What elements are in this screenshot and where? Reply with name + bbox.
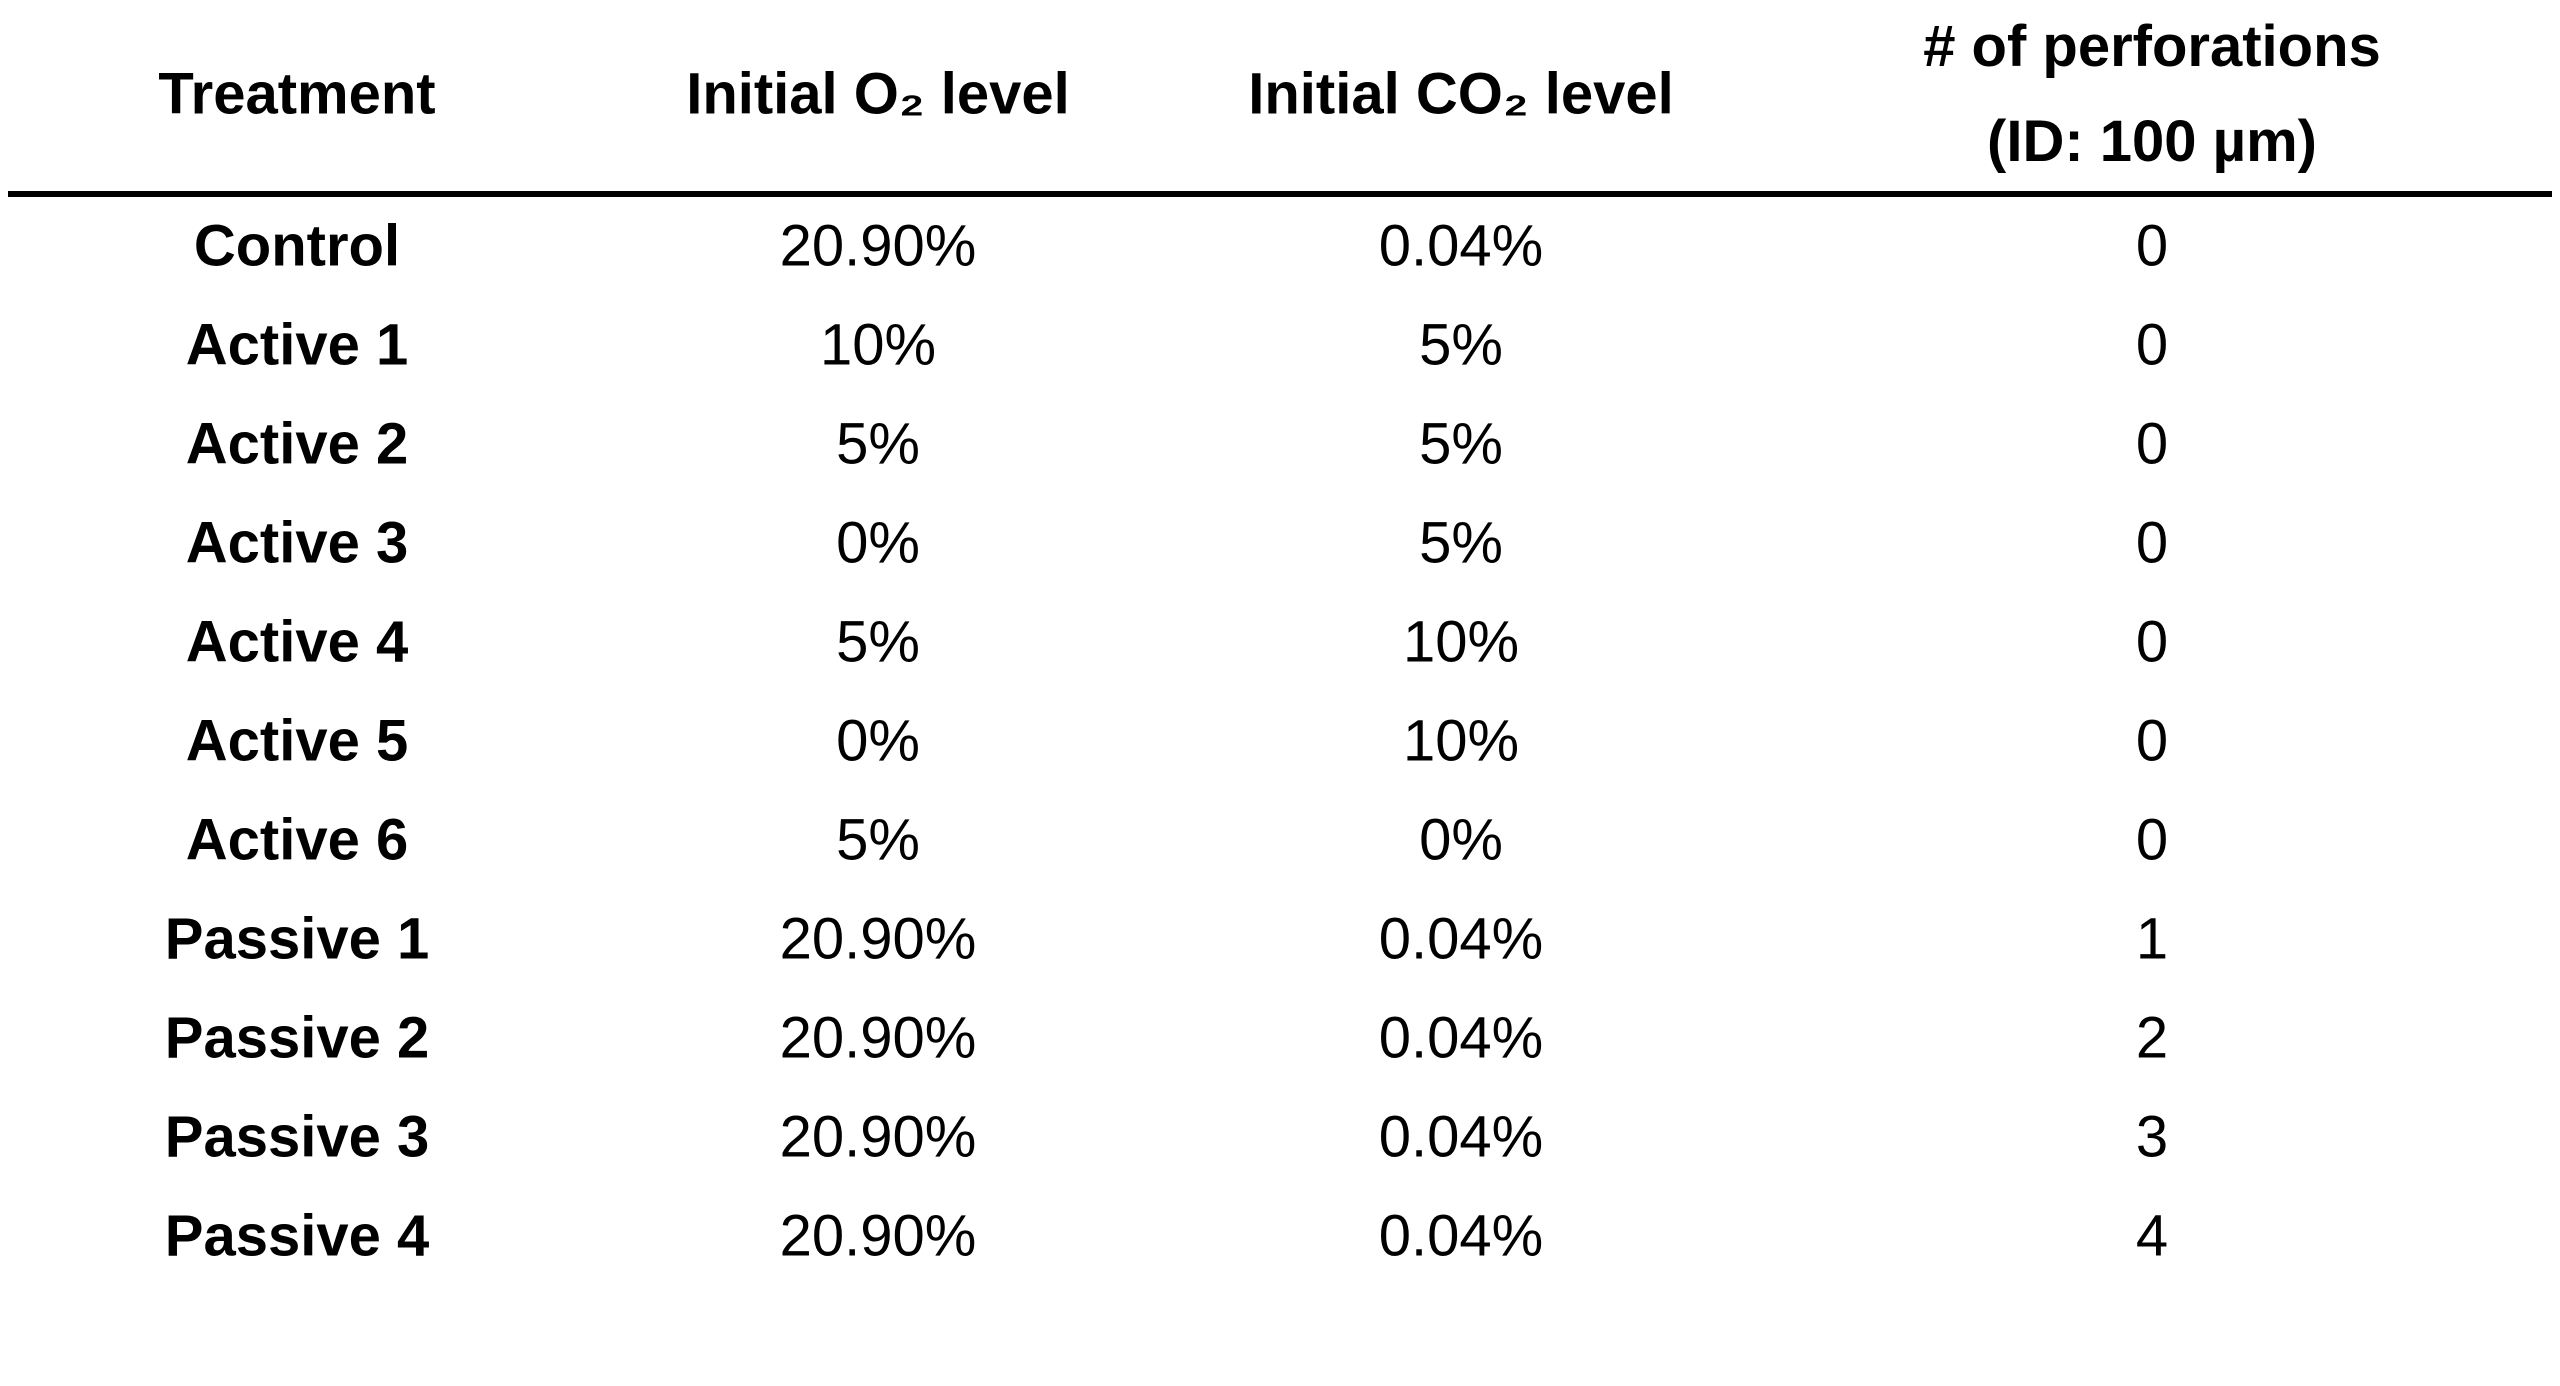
cell: 20.90% (780, 1203, 977, 1268)
cell: 5% (836, 411, 920, 476)
row-label: Active 4 (186, 609, 408, 674)
cell: 5% (836, 807, 920, 872)
header-cell: (ID: 100 µm) (1987, 109, 2317, 174)
header-cell: # of perforations (1923, 14, 2381, 79)
cell: 0% (1419, 807, 1503, 872)
row-label: Active 6 (186, 807, 408, 872)
row-label: Passive 1 (165, 906, 429, 971)
cell: 2 (2136, 1005, 2168, 1070)
cell: 0 (2136, 807, 2168, 872)
cell: 20.90% (780, 1005, 977, 1070)
cell: 0 (2136, 213, 2168, 278)
cell: 5% (836, 609, 920, 674)
cell: 0 (2136, 312, 2168, 377)
row-label: Passive 3 (165, 1104, 429, 1169)
cell: 0% (836, 708, 920, 773)
row-label: Active 1 (186, 312, 408, 377)
cell: 1 (2136, 906, 2168, 971)
cell: 0.04% (1379, 1203, 1543, 1268)
cell: 0 (2136, 708, 2168, 773)
cell: 0 (2136, 411, 2168, 476)
row-label: Active 5 (186, 708, 408, 773)
cell: 0.04% (1379, 1005, 1543, 1070)
cell: 0% (836, 510, 920, 575)
cell: 3 (2136, 1104, 2168, 1169)
row-label: Active 3 (186, 510, 408, 575)
header-cell: Initial O₂ level (686, 61, 1070, 126)
header-cell: Treatment (158, 61, 435, 126)
cell: 5% (1419, 510, 1503, 575)
header-cell: Initial CO₂ level (1248, 61, 1673, 126)
cell: 0.04% (1379, 906, 1543, 971)
row-label: Passive 4 (165, 1203, 429, 1268)
row-label: Active 2 (186, 411, 408, 476)
cell: 5% (1419, 312, 1503, 377)
cell: 10% (1403, 609, 1519, 674)
cell: 20.90% (780, 1104, 977, 1169)
row-label: Passive 2 (165, 1005, 429, 1070)
cell: 0 (2136, 609, 2168, 674)
cell: 20.90% (780, 213, 977, 278)
cell: 0.04% (1379, 1104, 1543, 1169)
cell: 10% (820, 312, 936, 377)
cell: 20.90% (780, 906, 977, 971)
cell: 5% (1419, 411, 1503, 476)
row-label: Control (194, 213, 400, 278)
cell: 0 (2136, 510, 2168, 575)
cell: 10% (1403, 708, 1519, 773)
cell: 4 (2136, 1203, 2168, 1268)
cell: 0.04% (1379, 213, 1543, 278)
